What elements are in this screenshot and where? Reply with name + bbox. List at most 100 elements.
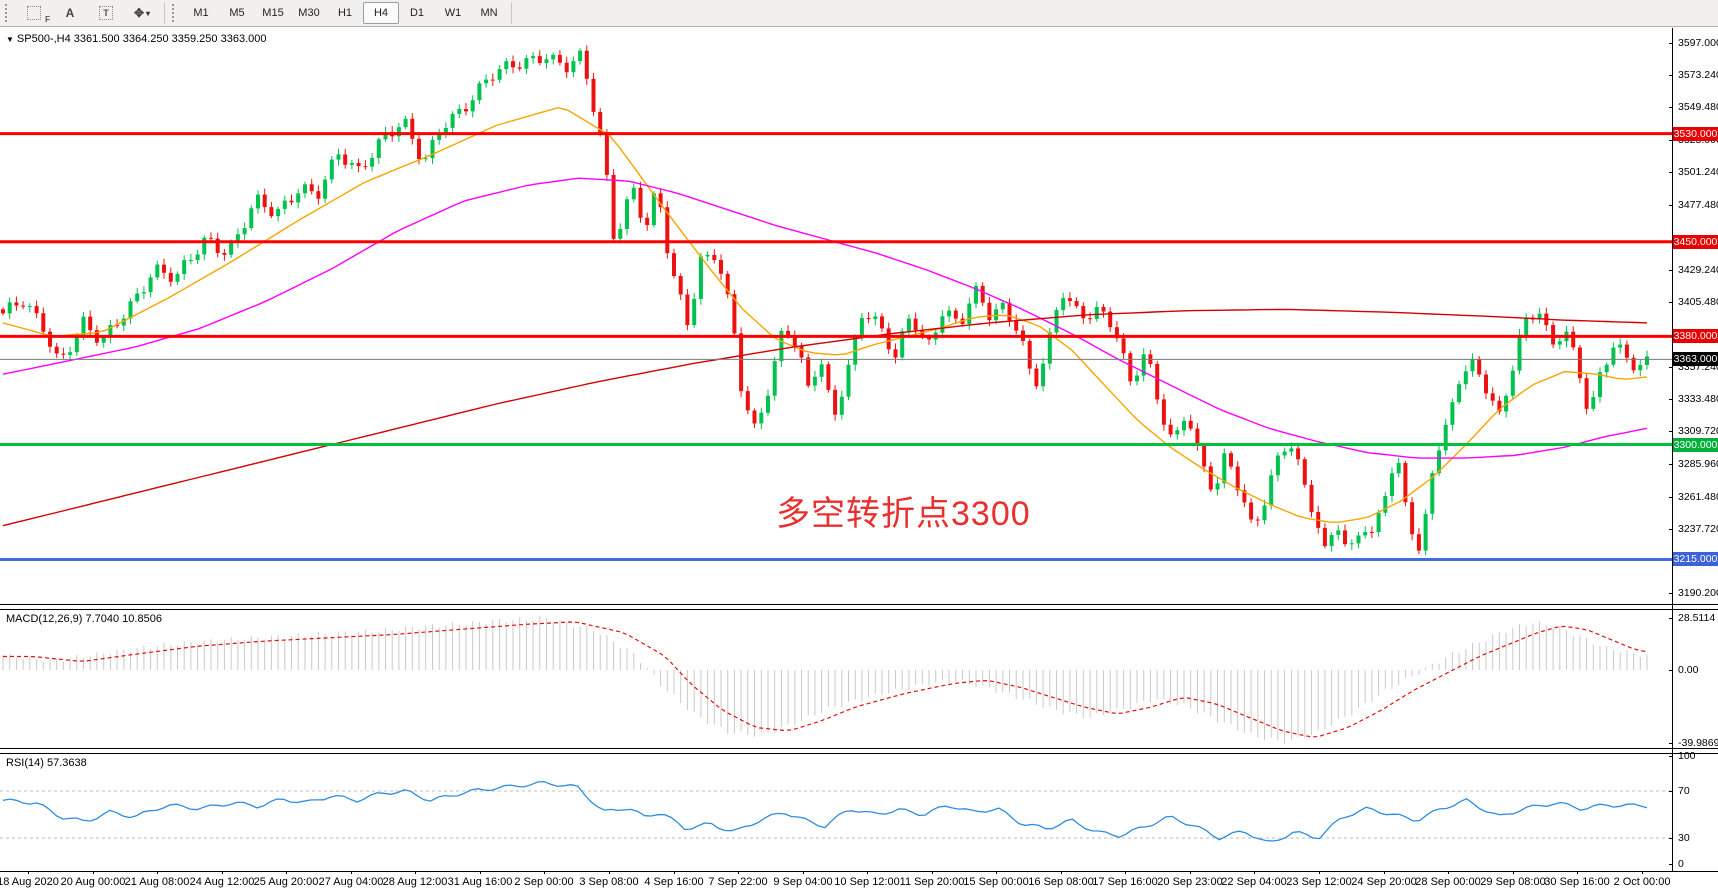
rsi-axis-tick: 0: [1669, 857, 1718, 871]
tick-mark: [1669, 864, 1673, 865]
time-axis-label: 2 Oct 00:00: [1613, 876, 1671, 888]
time-axis-label: 3 Sep 08:00: [579, 876, 639, 888]
time-axis-label: 28 Aug 12:00: [382, 876, 448, 888]
time-axis-label: 25 Aug 20:00: [253, 876, 319, 888]
timeframe-button-d1[interactable]: D1: [409, 7, 425, 19]
tick-mark: [1669, 367, 1673, 368]
timeframe-button-m30[interactable]: M30: [298, 7, 320, 19]
price-axis-tick: 3405.480: [1669, 295, 1718, 309]
price-axis-tick: 3309.720: [1669, 424, 1718, 438]
ma-slow: [2, 308, 1648, 527]
tick-mark: [1669, 529, 1673, 530]
symbol-info[interactable]: ▼ SP500-,H4 3361.500 3364.250 3359.250 33…: [6, 33, 266, 45]
time-tick-mark: [544, 871, 545, 874]
macd-label: MACD(12,26,9) 7.7040 10.8506: [6, 613, 162, 625]
rsi-axis-tick: 70: [1669, 784, 1718, 798]
timeframe-button-h4[interactable]: H4: [363, 2, 399, 24]
time-axis-label: 30 Sep 16:00: [1544, 876, 1610, 888]
price-badge-3530: 3530.000: [1673, 127, 1718, 141]
toolbar-separator: [511, 2, 512, 24]
tick-mark: [1669, 593, 1673, 594]
toolbar-separator: [164, 2, 165, 24]
price-badge-3380: 3380.000: [1673, 329, 1718, 343]
ma-fast: [2, 106, 1648, 524]
tick-mark: [1669, 270, 1673, 271]
tick-mark: [1669, 618, 1673, 619]
price-chart-canvas[interactable]: [0, 28, 1672, 604]
macd-axis-tick: 0.00: [1669, 663, 1718, 677]
price-axis-tick: 3190.200: [1669, 586, 1718, 600]
price-axis-tick: 3285.960: [1669, 457, 1718, 471]
time-tick-mark: [932, 871, 933, 874]
timeframe-button-m1[interactable]: M1: [193, 7, 209, 19]
time-tick-mark: [1577, 871, 1578, 874]
tick-mark: [1669, 75, 1673, 76]
macd-panel-canvas[interactable]: [0, 610, 1672, 748]
toolbar-grip[interactable]: [5, 4, 13, 22]
time-tick-mark: [222, 871, 223, 874]
time-tick-mark: [286, 871, 287, 874]
price-axis[interactable]: 3597.0003573.2403549.4803525.0003501.240…: [1669, 0, 1718, 893]
timeframe-button-w1[interactable]: W1: [444, 7, 462, 19]
grid-f-tool[interactable]: F: [16, 2, 52, 24]
price-axis-tick: 3261.480: [1669, 490, 1718, 504]
rsi-line: [2, 780, 1648, 842]
panel-divider[interactable]: [0, 604, 1718, 610]
price-badge-3363: 3363.000: [1673, 352, 1718, 366]
rsi-axis-tick: 30: [1669, 831, 1718, 845]
time-tick-mark: [738, 871, 739, 874]
time-tick-mark: [415, 871, 416, 874]
time-axis-label: 20 Aug 00:00: [60, 876, 126, 888]
price-axis-tick: 3477.480: [1669, 198, 1718, 212]
toolbar-grip[interactable]: [172, 4, 180, 22]
time-tick-mark: [867, 871, 868, 874]
rsi-panel-canvas[interactable]: [0, 754, 1672, 871]
timeframe-button-h1[interactable]: H1: [337, 7, 353, 19]
time-tick-mark: [1384, 871, 1385, 874]
symbol-ohlc-text: SP500-,H4 3361.500 3364.250 3359.250 336…: [16, 33, 267, 45]
price-axis-tick: 3237.720: [1669, 522, 1718, 536]
timeframe-button-mn[interactable]: MN: [480, 7, 498, 19]
timeframe-button-m15[interactable]: M15: [262, 7, 284, 19]
cursor-tool[interactable]: ✥ ▾: [124, 2, 160, 24]
time-axis-label: 31 Aug 16:00: [447, 876, 513, 888]
time-axis[interactable]: 18 Aug 2020 20 Aug 00:00 21 Aug 08:00 24 Au…: [0, 871, 1718, 893]
time-axis-line: [0, 871, 1718, 872]
time-axis-label: 20 Sep 23:00: [1157, 876, 1223, 888]
time-tick-mark: [1254, 871, 1255, 874]
ma-mid: [2, 177, 1648, 459]
time-tick-mark: [93, 871, 94, 874]
tick-mark: [1669, 399, 1673, 400]
tick-mark: [1669, 838, 1673, 839]
time-axis-label: 9 Sep 04:00: [773, 876, 833, 888]
macd-signal-line: [3, 621, 1648, 738]
rsi-label: RSI(14) 57.3638: [6, 757, 87, 769]
price-badge-3215: 3215.000: [1673, 552, 1718, 566]
time-axis-label: 2 Sep 00:00: [514, 876, 574, 888]
grid-icon: [27, 6, 41, 20]
symbol-dropdown-icon[interactable]: ▼: [6, 35, 14, 44]
time-axis-label: 22 Sep 04:00: [1221, 876, 1287, 888]
time-axis-label: 11 Sep 20:00: [899, 876, 965, 888]
price-axis-line: [1672, 28, 1673, 871]
panel-divider[interactable]: [0, 748, 1718, 754]
time-tick-mark: [803, 871, 804, 874]
time-axis-label: 15 Sep 00:00: [963, 876, 1029, 888]
tick-mark: [1669, 172, 1673, 173]
text-box-tool[interactable]: T: [88, 2, 124, 24]
time-tick-mark: [351, 871, 352, 874]
text-a-tool[interactable]: A: [65, 6, 75, 20]
time-tick-mark: [1513, 871, 1514, 874]
time-axis-label: 4 Sep 16:00: [644, 876, 704, 888]
tick-mark: [1669, 302, 1673, 303]
time-tick-mark: [1448, 871, 1449, 874]
text-box-icon: T: [99, 6, 113, 20]
price-axis-tick: 3597.000: [1669, 36, 1718, 50]
rsi-axis-tick: 100: [1669, 749, 1718, 763]
tick-mark: [1669, 107, 1673, 108]
time-axis-label: 29 Sep 08:00: [1480, 876, 1546, 888]
tick-mark: [1669, 497, 1673, 498]
timeframe-button-m5[interactable]: M5: [229, 7, 245, 19]
time-axis-label: 17 Sep 16:00: [1092, 876, 1158, 888]
time-axis-label: 18 Aug 2020: [0, 876, 59, 888]
